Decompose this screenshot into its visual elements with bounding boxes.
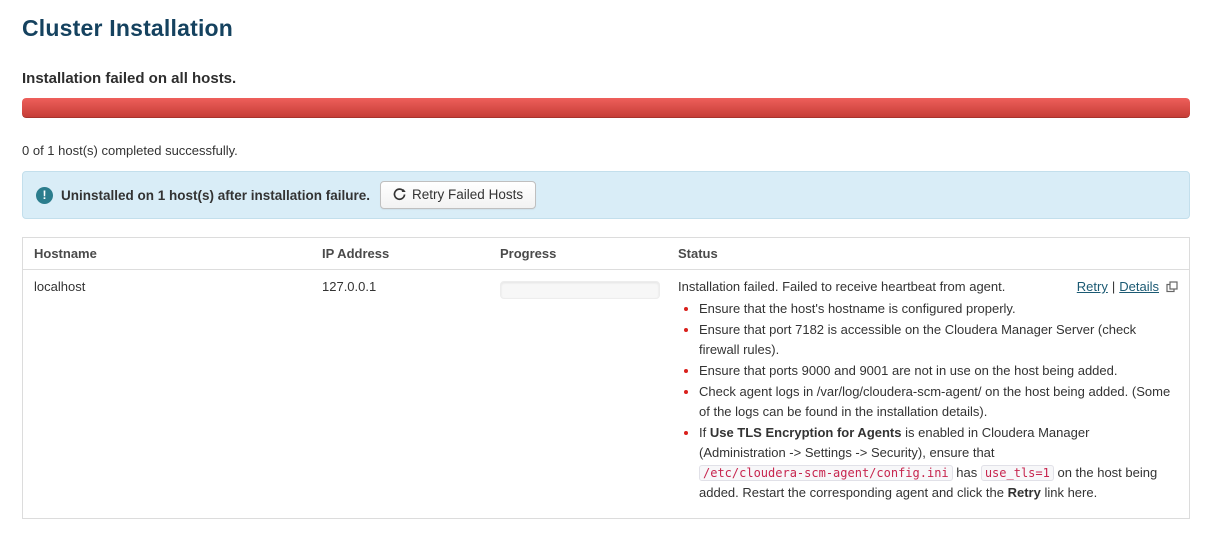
host-progress-bar [500, 281, 660, 299]
progress-summary-text: 0 of 1 host(s) completed successfully. [22, 143, 238, 158]
retry-failed-hosts-label: Retry Failed Hosts [412, 187, 524, 202]
alert-message: Uninstalled on 1 host(s) after installat… [61, 187, 371, 203]
host-row-localhost: localhost 127.0.0.1 Installation failed.… [23, 270, 1189, 519]
overall-progress-bar [22, 98, 1190, 118]
status-bullet: Check agent logs in /var/log/cloudera-sc… [699, 382, 1178, 422]
status-bullet: Ensure that ports 9000 and 9001 are not … [699, 361, 1178, 381]
status-bullet: Ensure that the host's hostname is confi… [699, 299, 1178, 319]
progress-cell [489, 270, 667, 519]
uninstall-alert: ! Uninstalled on 1 host(s) after install… [22, 171, 1190, 219]
overall-progress-fill [22, 98, 1190, 118]
column-header-ip-address: IP Address [311, 238, 489, 270]
details-link[interactable]: Details [1119, 279, 1159, 294]
retry-failed-hosts-button[interactable]: Retry Failed Hosts [380, 181, 537, 209]
info-circle-icon: ! [36, 186, 53, 204]
cluster-installation-page: Cluster Installation Installation failed… [0, 15, 1212, 519]
column-header-progress: Progress [489, 238, 667, 270]
table-header-row: Hostname IP Address Progress Status [23, 238, 1189, 270]
hosts-table: Hostname IP Address Progress Status loca… [22, 237, 1190, 519]
column-header-status: Status [667, 238, 1189, 270]
status-links: Retry | Details [1077, 279, 1178, 294]
retry-link[interactable]: Retry [1076, 279, 1108, 294]
page-title: Cluster Installation [22, 15, 234, 41]
status-summary-text: Installation failed. Failed to receive h… [678, 279, 1006, 294]
status-cell: Installation failed. Failed to receive h… [667, 270, 1189, 519]
refresh-icon [393, 188, 406, 201]
status-bullet: If Use TLS Encryption for Agents is enab… [699, 423, 1178, 503]
column-header-hostname: Hostname [23, 238, 311, 270]
installation-status-heading: Installation failed on all hosts. [22, 70, 237, 87]
status-bullet-list: Ensure that the host's hostname is confi… [678, 299, 1178, 503]
external-link-icon[interactable] [1166, 280, 1178, 293]
ip-address-cell: 127.0.0.1 [322, 279, 377, 294]
link-separator: | [1111, 279, 1116, 294]
status-bullet: Ensure that port 7182 is accessible on t… [699, 320, 1178, 360]
hostname-cell: localhost [34, 279, 86, 294]
